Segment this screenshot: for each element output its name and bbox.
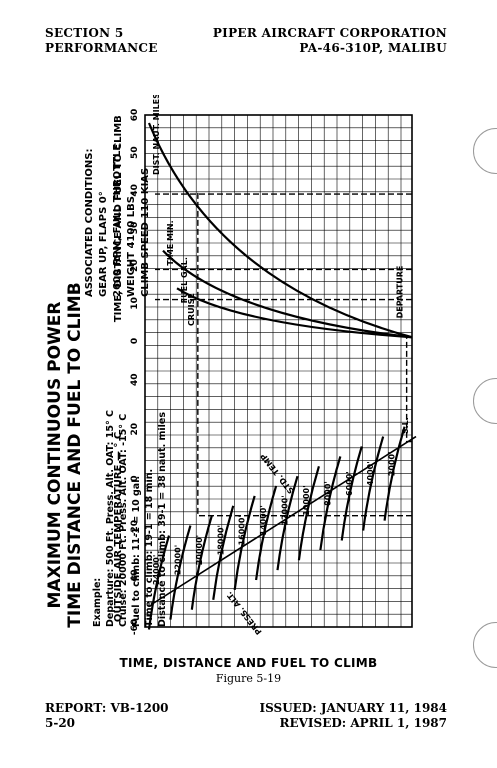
altitude-label: 22000' <box>173 545 182 575</box>
conditions-line: GEAR UP, FLAPS 0° <box>98 191 109 297</box>
page-number: 5-20 <box>45 716 76 730</box>
tdf-tick-label: 10 <box>130 297 140 310</box>
altitude-label: 20000' <box>195 535 204 565</box>
altitude-label: 16000' <box>238 515 247 545</box>
chapter-label: PERFORMANCE <box>45 41 158 55</box>
example-line: Departure: 500 Ft. Press. Alt. OAT: 15° … <box>105 410 116 627</box>
pressure-altitude-curve <box>254 485 278 581</box>
example-line: Cruise: 20000 Ft. Press. Alt. OAT: -15° … <box>118 414 129 627</box>
model-label: PA-46-310P, MALIBU <box>299 41 447 55</box>
pressure-altitude-curve <box>276 475 299 571</box>
issued-label: ISSUED: JANUARY 11, 1984 <box>259 701 447 715</box>
altitude-label: 2000' <box>388 451 397 476</box>
series-curve <box>147 122 413 339</box>
figure-caption-title: TIME, DISTANCE AND FUEL TO CLIMB <box>119 656 378 670</box>
pressure-altitude-curve <box>297 465 320 561</box>
pressure-altitude-curve <box>340 446 363 541</box>
pressure-altitude-curve <box>190 515 213 610</box>
punch-hole-icon <box>473 128 497 174</box>
pressure-altitude-curve <box>233 495 256 591</box>
oat-tick-label: -20 <box>130 520 140 536</box>
example-line: Distance to climb: 39-1 = 38 naut. miles <box>157 412 168 627</box>
press-alt-label: PRESS. ALT. <box>225 590 264 635</box>
departure-label: DEPARTURE <box>396 266 405 319</box>
departure-guide <box>405 337 412 443</box>
tdf-tick-label: 30 <box>130 222 140 235</box>
conditions-line: WEIGHT 4100 LBS. <box>126 192 137 297</box>
oat-tick-label: 20 <box>130 423 140 436</box>
tdf-axis-label: TIME, DISTANCE AND FUEL TO CLIMB <box>113 115 124 322</box>
page-header-right: PIPER AIRCRAFT CORPORATION PA-46-310P, M… <box>213 26 447 56</box>
altitude-label: 6000' <box>345 471 354 496</box>
punch-hole-icon <box>473 378 497 424</box>
figure-number: Figure 5-19 <box>215 672 282 685</box>
tdf-tick-label: 60 <box>130 109 140 122</box>
series-curve <box>162 249 413 339</box>
climb-chart: MAXIMUM CONTINUOUS POWER TIME DISTANCE A… <box>40 95 460 635</box>
altitude-label: 10000' <box>302 485 311 515</box>
example-block: Example: Departure: 500 Ft. Press. Alt. … <box>92 410 168 627</box>
section-label: SECTION 5 <box>45 26 124 40</box>
oat-tick-label: -60 <box>130 619 140 635</box>
altitude-label: 8000' <box>323 481 332 506</box>
altitude-label: 18000' <box>216 525 225 555</box>
report-label: REPORT: VB-1200 <box>45 701 169 715</box>
conditions-line: ASSOCIATED CONDITIONS: <box>84 149 95 298</box>
chart-grid <box>144 114 413 628</box>
oat-axis-label: OUTSIDE AIR TEMPERATURE — ° C <box>113 432 124 622</box>
std-temp-line <box>150 435 417 606</box>
tdf-tick-label: 50 <box>130 146 140 159</box>
cruise-label: CRUISE <box>187 293 196 326</box>
altitude-labels: 24000' 22000' 20000' 18000' 16000' 14000' 1200… <box>152 451 397 585</box>
chart-title-line2: TIME DISTANCE AND FUEL TO CLIMB <box>65 282 85 627</box>
page-footer-left: REPORT: VB-1200 5-20 <box>45 701 169 731</box>
altitude-label: 12000' <box>281 495 290 525</box>
revised-label: REVISED: APRIL 1, 1987 <box>279 716 447 730</box>
tdf-axis-ticks: 0 10 20 30 40 50 60 <box>130 109 140 344</box>
pressure-altitude-curve <box>319 456 342 551</box>
tdf-tick-label: 20 <box>130 259 140 272</box>
oat-axis-ticks: -60 -40 -20 0 20 40 <box>130 373 140 635</box>
page-footer-right: ISSUED: JANUARY 11, 1984 REVISED: APRIL … <box>260 701 447 731</box>
chart-title-line1: MAXIMUM CONTINUOUS POWER <box>45 302 65 609</box>
oat-tick-label: -40 <box>130 569 140 585</box>
pressure-altitude-curve <box>362 436 385 531</box>
time-curve-label: TIME MIN. <box>166 220 175 265</box>
example-line: Time to climb: 19-1 = 18 min. <box>144 469 155 627</box>
pressure-altitude-curve <box>147 535 171 630</box>
sea-level-label: S.L. <box>401 417 410 434</box>
fuel-curve-label: FUEL GAL. <box>180 257 189 303</box>
example-line: Fuel to climb: 11-1 = 10 gal. <box>131 476 142 627</box>
pressure-altitude-curve <box>169 525 192 620</box>
example-guides <box>155 190 412 517</box>
chart-curves <box>147 122 417 630</box>
pressure-altitude-curve <box>383 426 406 521</box>
altitude-label: 24000' <box>152 555 161 585</box>
conditions-line: 2600 RPM, FULL THROTTLE <box>112 144 123 297</box>
page-header-left: SECTION 5 PERFORMANCE <box>45 26 158 56</box>
altitude-label: 14000' <box>259 505 268 535</box>
altitude-label: 4000' <box>366 461 375 486</box>
company-label: PIPER AIRCRAFT CORPORATION <box>212 26 447 40</box>
series-curve <box>176 287 413 339</box>
oat-tick-label: 40 <box>130 373 140 386</box>
example-line: Example: <box>92 578 103 627</box>
tdf-tick-label: 0 <box>130 338 140 344</box>
oat-tick-label: 0 <box>130 476 140 482</box>
distance-curve-label: DIST. NAUT. MILES <box>152 95 161 175</box>
tdf-tick-label: 40 <box>130 184 140 197</box>
cruise-guide <box>197 190 412 517</box>
